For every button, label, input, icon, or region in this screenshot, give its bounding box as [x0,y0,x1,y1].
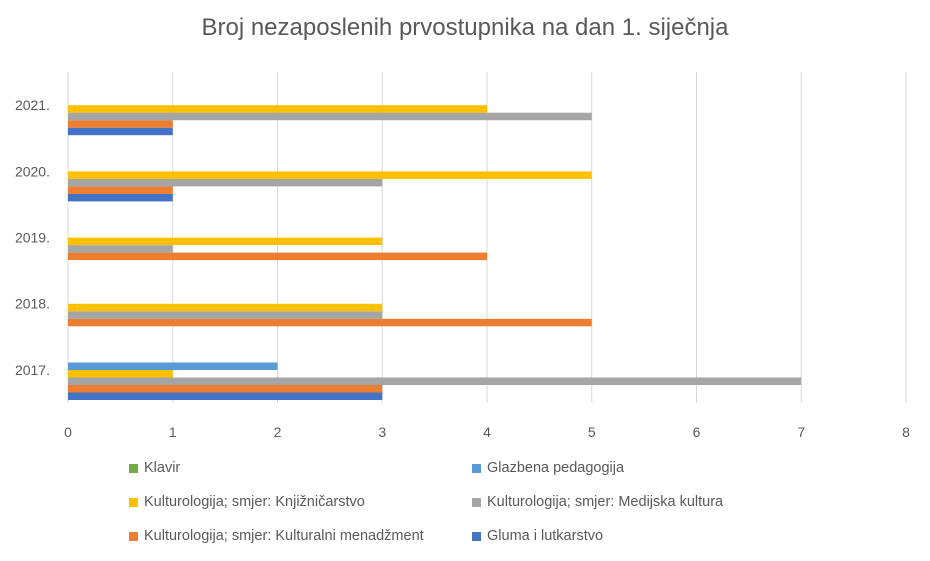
legend-swatch [472,463,481,473]
x-tick-label: 7 [797,424,805,440]
bar-2020-series-3 [68,171,592,179]
bar-2018-series-1 [68,318,592,327]
bar-2020-series-0 [68,193,173,202]
bar-2017-series-1 [68,385,383,393]
bar-2019-series-2 [68,245,173,253]
bar-2019-series-3 [68,237,383,246]
legend-swatch [129,463,138,473]
legend-label: Kulturologija; smjer: Kulturalni menadžm… [144,528,424,544]
bar-2021-series-1 [68,120,173,128]
legend-item-gluma-i-lutkarstvo: Gluma i lutkarstvo [472,528,603,544]
legend-label: Kulturologija; smjer: Medijska kultura [487,494,724,510]
legend-swatch [472,531,481,541]
y-tick-label: 2019. [15,230,50,246]
bar-2018-series-2 [68,311,383,319]
x-tick-label: 4 [483,424,491,440]
x-tick-label: 1 [169,424,177,440]
bar-2021-series-2 [68,112,592,121]
x-tick-label: 5 [588,424,596,440]
legend-swatch [129,531,138,541]
bar-2019-series-1 [68,252,487,261]
x-tick-label: 2 [274,424,282,440]
legend-label: Klavir [144,460,181,476]
x-tick-label: 8 [902,424,910,440]
legend-item-kulturalni-menadzment: Kulturologija; smjer: Kulturalni menadžm… [129,528,424,544]
legend-label: Kulturologija; smjer: Knjižničarstvo [144,494,365,510]
legend-item-glazbena-pedagogija: Glazbena pedagogija [472,460,624,476]
legend-label: Gluma i lutkarstvo [487,528,604,544]
legend-item-medijska-kultura: Kulturologija; smjer: Medijska kultura [472,494,723,510]
bar-2017-series-4 [68,362,278,370]
bar-2020-series-1 [68,186,173,194]
y-tick-label: 2020. [15,163,50,179]
x-tick-label: 0 [64,424,72,440]
bar-2021-series-3 [68,105,487,113]
legend-label: Glazbena pedagogija [487,460,625,476]
y-tick-label: 2018. [15,296,50,312]
legend-swatch [129,497,138,507]
y-tick-label: 2017. [15,362,50,378]
y-tick-label: 2021. [15,97,50,113]
x-tick-label: 6 [693,424,701,440]
x-tick-label: 3 [378,424,386,440]
chart-title: Broj nezaposlenih prvostupnika na dan 1.… [201,14,729,41]
bar-2021-series-0 [68,127,173,136]
bar-2020-series-2 [68,178,383,187]
bar-2017-series-3 [68,370,173,378]
legend-swatch [472,497,481,507]
legend-item-klavir: Klavir [129,460,180,476]
bar-2017-series-2 [68,377,802,385]
legend-item-knjiznicarstvo: Kulturologija; smjer: Knjižničarstvo [129,494,365,510]
bar-2018-series-3 [68,303,383,312]
bar-2017-series-0 [68,392,383,400]
